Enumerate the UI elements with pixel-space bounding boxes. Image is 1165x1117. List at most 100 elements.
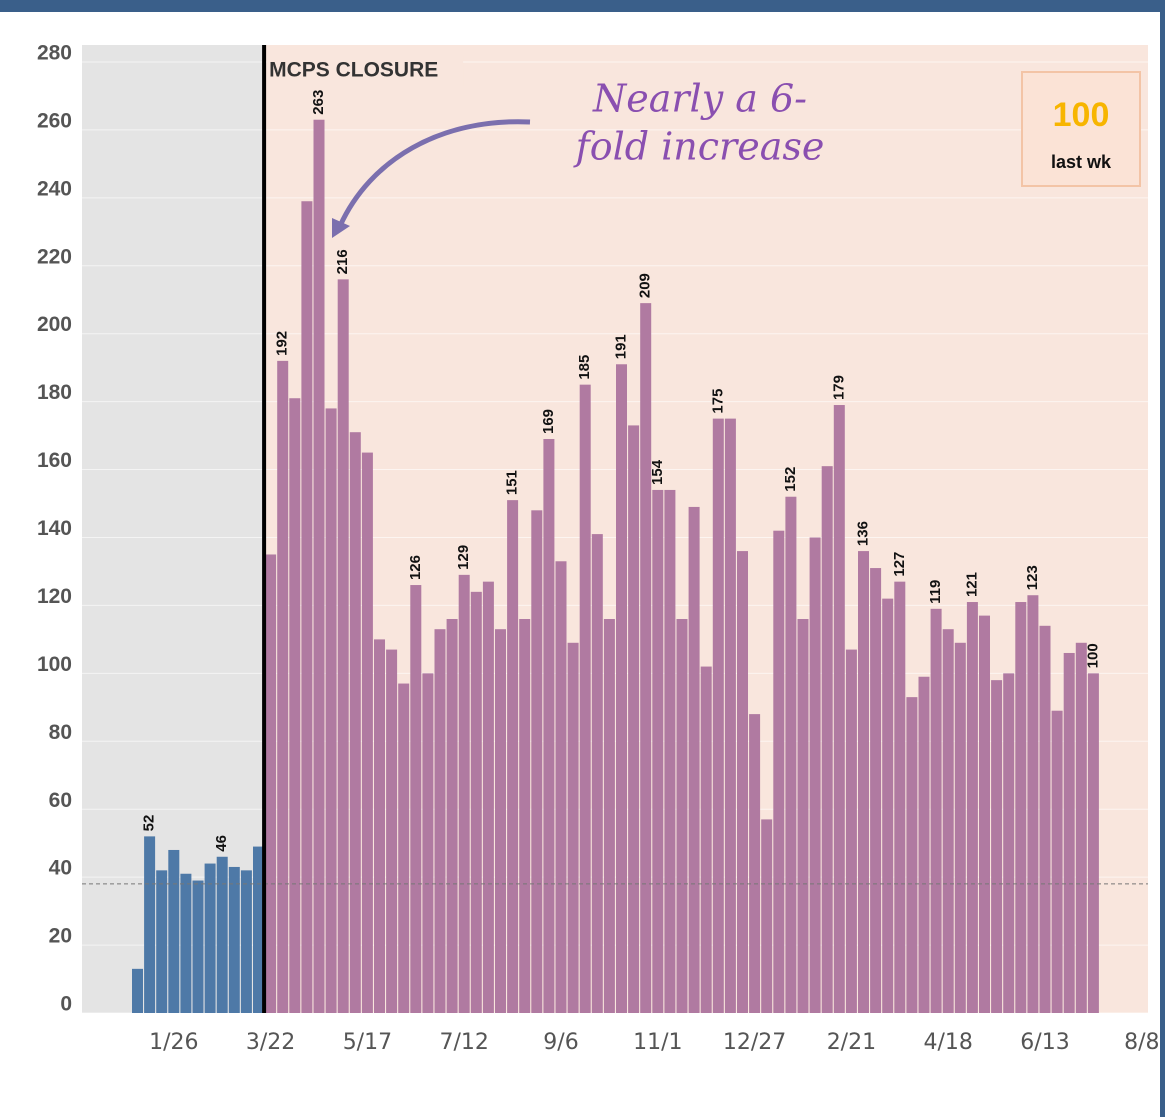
- bar: [265, 554, 277, 1013]
- bar: [1027, 595, 1039, 1013]
- value-label: 185: [576, 355, 593, 380]
- bar: [482, 581, 494, 1013]
- value-label: 151: [504, 470, 521, 495]
- y-tick-label: 60: [49, 789, 72, 812]
- bar: [954, 642, 966, 1013]
- bar: [434, 629, 446, 1013]
- bar: [337, 279, 349, 1013]
- x-tick-label: 11/1: [633, 1030, 682, 1055]
- bar: [361, 452, 373, 1013]
- bar: [1015, 602, 1027, 1013]
- x-tick-label: 9/6: [543, 1030, 578, 1055]
- right-border: [1160, 0, 1165, 1117]
- bar: [688, 506, 700, 1013]
- bar: [664, 489, 676, 1014]
- callout-text: Nearly a 6-: [592, 77, 807, 121]
- bar: [289, 398, 301, 1013]
- bar: [1075, 642, 1087, 1013]
- last-week-value: 100: [1053, 96, 1110, 134]
- y-tick-label: 0: [60, 993, 72, 1016]
- callout-text: fold increase: [573, 125, 825, 169]
- y-tick-label: 160: [37, 449, 72, 472]
- bar: [567, 642, 579, 1013]
- closure-label-bg: [267, 56, 464, 86]
- bar: [809, 537, 821, 1013]
- value-label: 136: [854, 521, 871, 546]
- bar: [966, 602, 978, 1013]
- bar: [616, 364, 627, 1014]
- bar: [132, 968, 143, 1013]
- top-border: [0, 0, 1165, 12]
- bar: [495, 629, 506, 1013]
- value-label: 127: [891, 552, 908, 577]
- bar: [652, 489, 664, 1014]
- value-label: 192: [274, 331, 291, 356]
- value-label: 52: [141, 815, 158, 832]
- y-tick-label: 220: [37, 245, 72, 268]
- value-label: 216: [334, 249, 351, 274]
- value-label: 154: [649, 459, 666, 485]
- bar: [676, 619, 688, 1013]
- bar: [845, 649, 857, 1013]
- value-label: 175: [709, 389, 726, 414]
- bar: [374, 639, 385, 1013]
- value-label: 179: [830, 375, 847, 400]
- y-tick-label: 260: [37, 109, 72, 132]
- bar: [749, 714, 761, 1013]
- x-tick-label: 2/21: [827, 1030, 876, 1055]
- x-tick-label: 3/22: [246, 1030, 295, 1055]
- bar: [313, 119, 325, 1014]
- bar: [349, 432, 361, 1013]
- value-label: 169: [540, 409, 557, 434]
- bar: [1003, 673, 1015, 1013]
- bar: [991, 680, 1003, 1013]
- y-tick-label: 120: [37, 585, 72, 608]
- bar: [555, 561, 567, 1013]
- bar: [1039, 625, 1051, 1013]
- bar: [712, 418, 724, 1014]
- y-tick-label: 240: [37, 177, 72, 200]
- bar: [277, 360, 289, 1014]
- closure-label: MCPS CLOSURE: [269, 59, 438, 82]
- y-tick-label: 140: [37, 517, 72, 540]
- bar: [144, 836, 156, 1013]
- bar: [930, 608, 942, 1013]
- x-tick-label: 7/12: [439, 1030, 488, 1055]
- value-label: 46: [213, 835, 230, 852]
- bar: [1051, 710, 1063, 1013]
- value-label: 119: [927, 580, 944, 604]
- bar: [591, 534, 603, 1013]
- bar: [579, 384, 591, 1013]
- bar: [773, 530, 785, 1013]
- x-tick-label: 12/27: [723, 1030, 786, 1055]
- callout-arrow: [337, 119, 531, 228]
- bar: [519, 619, 531, 1013]
- bar: [628, 425, 640, 1014]
- bar: [386, 649, 398, 1013]
- bar: [531, 510, 543, 1013]
- value-label: 123: [1024, 565, 1041, 590]
- value-label: 100: [1084, 643, 1101, 668]
- y-tick-label: 80: [49, 721, 72, 744]
- bar: [797, 619, 809, 1013]
- bar: [603, 619, 615, 1013]
- bar: [446, 619, 458, 1013]
- bar: [204, 863, 216, 1013]
- bar: [543, 438, 555, 1013]
- value-label: 121: [963, 572, 980, 597]
- x-tick-label: 1/26: [149, 1030, 198, 1055]
- y-tick-label: 20: [49, 925, 72, 948]
- bar: [894, 581, 906, 1013]
- bar: [410, 585, 422, 1013]
- bar: [858, 551, 869, 1013]
- bar: [724, 418, 736, 1014]
- bar: [180, 873, 192, 1013]
- bar: [228, 866, 240, 1013]
- bar: [168, 849, 180, 1013]
- bar: [640, 303, 652, 1014]
- x-tick-label: 6/13: [1020, 1030, 1069, 1055]
- bar: [700, 666, 712, 1013]
- last-week-label: last wk: [1051, 152, 1112, 172]
- value-label: 152: [782, 467, 799, 492]
- bar: [1063, 652, 1075, 1013]
